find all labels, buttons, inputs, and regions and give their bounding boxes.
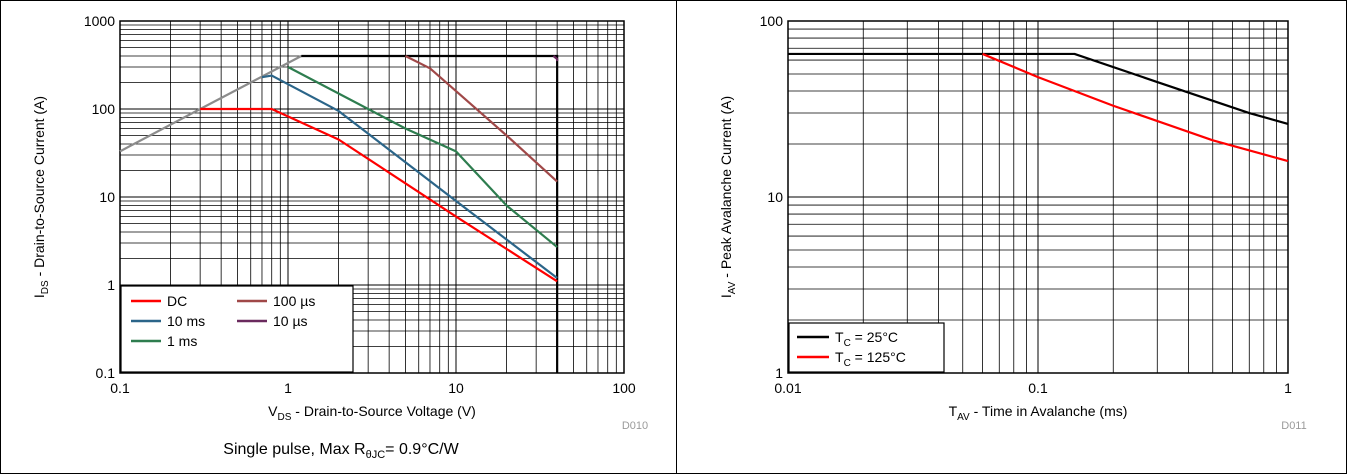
x-tick-label: 0.1 <box>110 380 130 396</box>
series-line-t-c-25-c <box>788 52 1289 126</box>
series-line-t-c-125-c <box>982 52 1289 163</box>
chart-panel-avalanche-current: 0.01 0.1 1 1 10 100 TAV - Time in Avalanche (m… <box>676 0 1347 474</box>
x-axis-label: VDS - Drain-to-Source Voltage (V) <box>268 403 476 423</box>
chart-caption: Single pulse, Max RθJC= 0.9°C/W <box>223 441 459 461</box>
legend-box <box>788 322 945 373</box>
plot-frame <box>119 20 625 374</box>
x-tick-label: 10 <box>448 380 464 396</box>
series-line-100-s <box>404 55 558 183</box>
limit-line <box>301 54 559 373</box>
x-tick-label: 1 <box>1284 380 1292 396</box>
y-tick-label: 1 <box>775 365 783 381</box>
grid <box>119 21 624 374</box>
y-tick-label: 100 <box>760 13 784 29</box>
legend-label: 10 ms <box>167 313 205 329</box>
series-line-10-ms <box>261 74 558 279</box>
y-tick-label: 100 <box>92 101 116 117</box>
legend: TC = 25°CTC = 125°C <box>788 322 945 373</box>
legend-label: 100 µs <box>273 293 315 309</box>
series-line-1-ms <box>287 66 558 248</box>
legend-label: 1 ms <box>167 333 197 349</box>
soa-chart-svg: 0.1 1 10 100 0.1 1 10 100 1000 VDS - Drain-to-Sou… <box>31 13 648 461</box>
legend-box <box>120 285 354 373</box>
x-tick-label: 100 <box>612 380 636 396</box>
limit-line <box>119 55 302 153</box>
series-line-10-s <box>552 55 559 62</box>
y-tick-label: 1 <box>107 277 115 293</box>
legend-label: 10 µs <box>273 313 308 329</box>
x-tick-label: 0.1 <box>1028 380 1048 396</box>
y-tick-label: 10 <box>99 189 115 205</box>
y-tick-label: 1000 <box>84 13 115 29</box>
x-tick-label: 1 <box>284 380 292 396</box>
y-axis-label: IAV - Peak Avalanche Current (A) <box>718 96 738 298</box>
y-tick-label: 10 <box>767 189 783 205</box>
legend-label: TC = 125°C <box>835 349 906 369</box>
series-line-dc <box>200 107 558 283</box>
y-tick-label: 0.1 <box>96 365 116 381</box>
figure-code: D010 <box>622 420 648 432</box>
x-tick-label: 0.01 <box>774 380 801 396</box>
chart-panel-safe-operating-area: 0.1 1 10 100 0.1 1 10 100 1000 VDS - Drain-to-Sou… <box>0 0 677 474</box>
grid <box>787 21 1288 374</box>
legend-label: TC = 25°C <box>835 329 898 349</box>
figure-code: D011 <box>1281 420 1306 432</box>
avalanche-chart-svg: 0.01 0.1 1 1 10 100 TAV - Time in Avalanche (m… <box>718 13 1307 432</box>
legend-label: DC <box>167 293 187 309</box>
plot-frame <box>787 20 1289 374</box>
legend: DC 10 ms 1 ms 100 µs 10 µs <box>120 285 354 373</box>
y-axis-label: IDS - Drain-to-Source Current (A) <box>31 96 51 298</box>
x-axis-label: TAV - Time in Avalanche (ms) <box>949 403 1128 423</box>
